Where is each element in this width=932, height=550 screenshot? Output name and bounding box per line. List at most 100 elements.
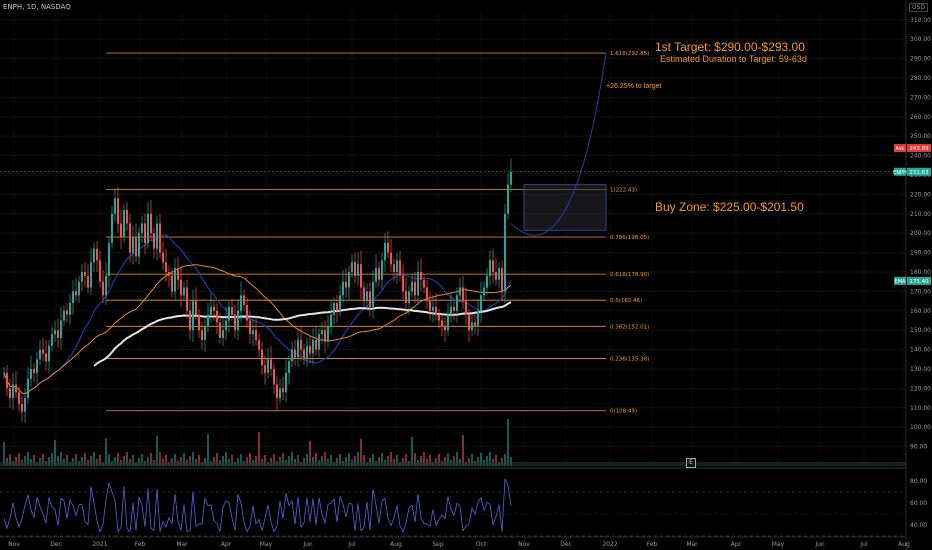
rsi-tick-label: 80.00 — [910, 478, 927, 485]
volume-bar — [141, 454, 143, 466]
candle-body — [54, 330, 56, 335]
time-axis[interactable]: Nov Dec 2021 Feb Mar Apr May Jun Jul Aug Sep Oct Nov… — [0, 536, 910, 548]
time-tick-label: May — [260, 541, 273, 548]
candle-body — [51, 334, 53, 346]
candle-body — [225, 320, 227, 331]
candle-body — [450, 306, 452, 315]
candle-body — [114, 198, 116, 214]
price-tick-label: 280.00 — [910, 75, 931, 82]
candle-body — [132, 237, 134, 253]
candle-body — [354, 262, 356, 276]
rsi-panel: 40.00 60.00 80.00 — [0, 467, 927, 537]
volume-bar — [9, 454, 11, 466]
candle-body — [48, 345, 50, 362]
volume-bar — [99, 455, 101, 466]
volume-bar — [390, 452, 392, 466]
candle-body — [507, 184, 509, 214]
volume-bar — [189, 456, 191, 466]
candle-body — [24, 398, 26, 412]
buy-zone-box — [523, 184, 607, 231]
candle-body — [336, 303, 338, 311]
volume-bar — [198, 455, 200, 466]
candle-body — [177, 268, 179, 280]
volume-bar — [396, 455, 398, 466]
candle-body — [330, 314, 332, 327]
candle-body — [261, 349, 263, 366]
volume-bar — [165, 455, 167, 466]
fib-label: 0.5(165.46) — [610, 298, 642, 304]
candle-body — [81, 271, 83, 282]
volume-bar — [183, 453, 185, 466]
candle-body — [186, 287, 188, 311]
price-badge-value-box — [907, 144, 931, 153]
candle-body — [228, 306, 230, 321]
volume-bar — [429, 455, 431, 466]
candle-body — [15, 384, 17, 393]
time-tick-label: Feb — [647, 541, 658, 548]
candle-body — [312, 339, 314, 354]
candle-body — [12, 384, 14, 399]
candle-body — [300, 339, 302, 350]
earnings-marker[interactable]: E — [686, 458, 696, 468]
candle-body — [282, 388, 284, 393]
candle-body — [429, 301, 431, 311]
candle-body — [366, 291, 368, 302]
candle-body — [378, 268, 380, 280]
volume-bar — [447, 453, 449, 466]
time-tick-label: May — [772, 541, 785, 548]
candle-body — [135, 237, 137, 257]
volume-bar — [123, 456, 125, 466]
candle-body — [105, 275, 107, 296]
price-badge-tag — [894, 144, 906, 153]
volume-bar — [33, 455, 35, 466]
price-tick-label: 240.00 — [910, 153, 931, 160]
candle-body — [234, 314, 236, 331]
volume-bar — [372, 454, 374, 466]
fib-levels: 1.618(292.85) 1(222.43) 0.786(198.05) 0.618… — [106, 51, 649, 415]
candle-body — [447, 314, 449, 331]
price-tick-label: 270.00 — [910, 94, 931, 101]
candle-body — [243, 295, 245, 305]
candle-body — [168, 271, 170, 276]
price-tick-label: 290.00 — [910, 56, 931, 63]
volume-bar — [297, 455, 299, 466]
candle-body — [462, 287, 464, 302]
candle-body — [390, 252, 392, 265]
volume-bar — [438, 454, 440, 466]
candle-body — [3, 372, 5, 374]
buy-zone-label: Buy Zone: $225.00-$201.50 — [655, 200, 804, 214]
candle-body — [9, 388, 11, 399]
candle-body — [183, 287, 185, 296]
time-tick-label: Apr — [731, 541, 742, 548]
volume-bar — [279, 457, 281, 466]
volume-bar — [363, 455, 365, 466]
target-title: 1st Target: $290.00-$293.00 — [655, 40, 805, 54]
volume-bar — [105, 438, 107, 466]
time-tick-label: Jul — [347, 541, 356, 548]
candle-body — [309, 345, 311, 354]
candle-body — [471, 322, 473, 331]
candle-body — [42, 349, 44, 354]
volume-bar — [84, 453, 86, 466]
price-tick-label: 140.00 — [910, 347, 931, 354]
fib-label: 1.618(292.85) — [610, 51, 649, 57]
volume-bar — [18, 453, 20, 466]
candle-body — [84, 271, 86, 276]
price-tick-label: 250.00 — [910, 133, 931, 140]
candle-body — [426, 287, 428, 302]
volume-bar — [477, 457, 479, 466]
volume-bars — [0, 419, 906, 466]
candle-body — [339, 295, 341, 311]
price-tick-label: 200.00 — [910, 230, 931, 237]
candle-body — [108, 242, 110, 276]
time-tick-label: Jun — [302, 541, 313, 548]
symbol-label[interactable]: ENPH, 1D, NASDAQ — [3, 3, 71, 11]
volume-bar — [159, 452, 161, 466]
candle-body — [420, 271, 422, 280]
candle-body — [483, 287, 485, 296]
volume-bar — [309, 441, 311, 466]
candle-body — [21, 403, 23, 412]
volume-bar — [249, 453, 251, 466]
candle-body — [171, 275, 173, 292]
